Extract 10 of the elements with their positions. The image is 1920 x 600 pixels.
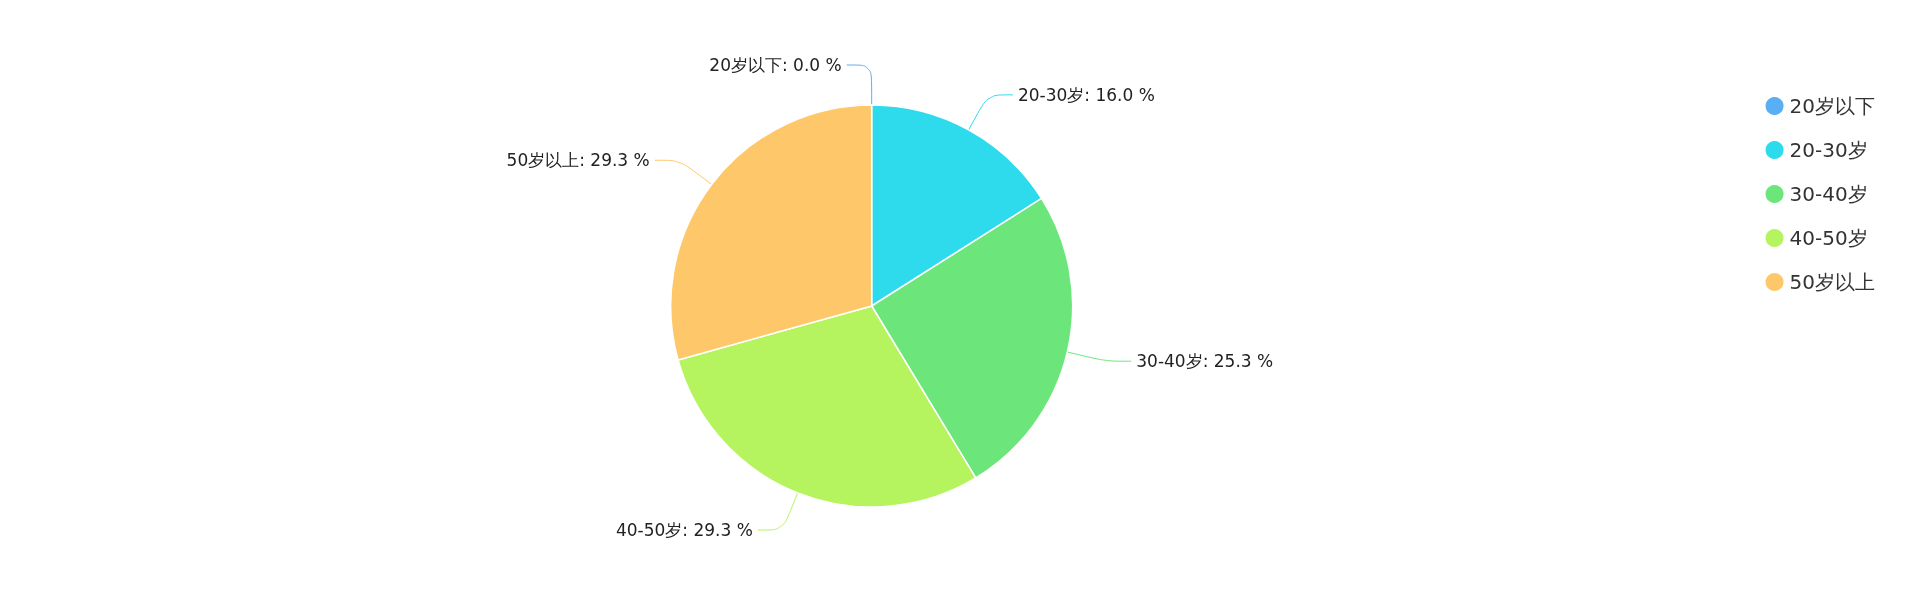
legend-label: 30-40岁 <box>1789 182 1868 206</box>
legend-label: 20-30岁 <box>1789 138 1868 162</box>
legend-label: 20岁以下 <box>1789 94 1875 118</box>
data-label: 50岁以上: 29.3 % <box>506 150 650 171</box>
legend-label: 40-50岁 <box>1789 226 1868 250</box>
data-label: 30-40岁: 25.3 % <box>1136 351 1274 372</box>
legend-label: 50岁以上 <box>1789 270 1875 294</box>
data-label: 40-50岁: 29.3 % <box>615 520 753 541</box>
text: 20岁以下: 0.0 % <box>709 55 842 75</box>
data-label: 20-30岁: 16.0 % <box>1017 84 1155 105</box>
